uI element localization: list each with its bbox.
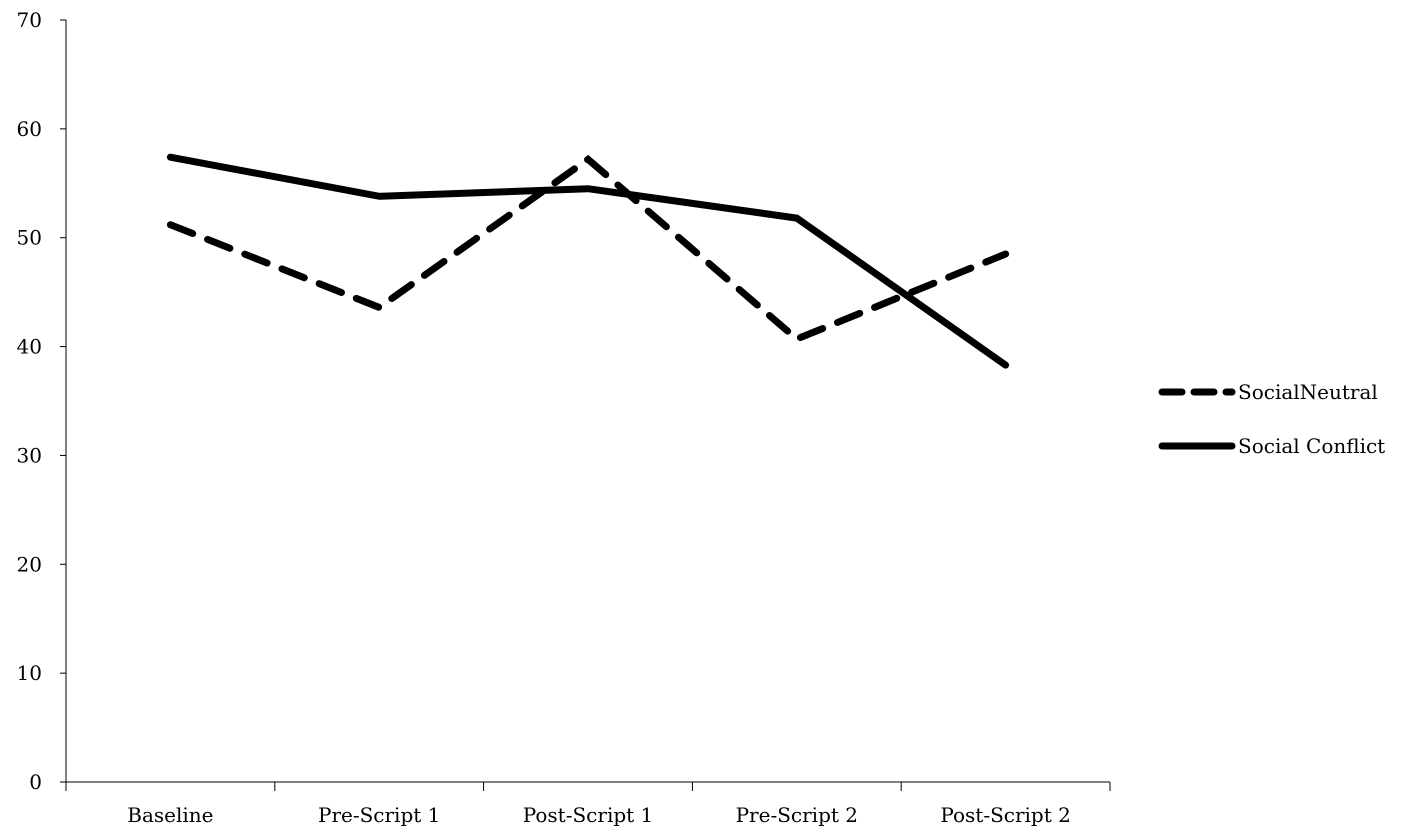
x-axis: Baseline Pre-Script 1 Post-Script 1 Pre-Scr…	[65, 781, 1111, 827]
x-tick-label: Pre-Script 2	[736, 803, 858, 827]
y-tick-label: 30	[17, 443, 42, 467]
legend-label: Social Conflict	[1238, 434, 1385, 458]
series-line-social-conflict	[166, 153, 1010, 369]
series-line-social-neutral	[166, 154, 1010, 344]
series-layer	[166, 153, 1010, 369]
y-tick-label: 20	[17, 552, 42, 576]
x-tick-label: Post-Script 2	[940, 803, 1071, 827]
y-tick-label: 0	[29, 770, 42, 794]
x-tick-label: Post-Script 1	[523, 803, 654, 827]
x-tick-label: Pre-Script 1	[318, 803, 440, 827]
legend-label: SocialNeutral	[1238, 380, 1378, 404]
x-tick-label: Baseline	[127, 803, 213, 827]
y-tick-label: 70	[17, 8, 42, 32]
y-tick-label: 50	[17, 226, 42, 250]
y-axis: 0 10 20 30 40 50 60 70	[17, 8, 67, 794]
legend: SocialNeutral Social Conflict	[1158, 380, 1385, 458]
y-tick-label: 10	[17, 661, 42, 685]
y-tick-label: 40	[17, 335, 42, 359]
y-tick-label: 60	[17, 117, 42, 141]
